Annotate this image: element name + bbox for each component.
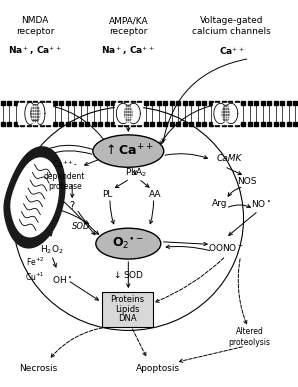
- Polygon shape: [222, 104, 230, 122]
- FancyBboxPatch shape: [102, 292, 153, 327]
- Text: PL: PL: [103, 190, 113, 199]
- Text: O$_2$$^{\bullet-}$: O$_2$$^{\bullet-}$: [112, 236, 145, 251]
- Polygon shape: [36, 103, 45, 125]
- Bar: [212, 103, 239, 124]
- Text: NMDA
receptor: NMDA receptor: [16, 16, 55, 36]
- Text: Arg: Arg: [212, 199, 228, 209]
- Text: $\uparrow$Ca$^{++}$: $\uparrow$Ca$^{++}$: [103, 144, 153, 159]
- Text: Apoptosis: Apoptosis: [136, 365, 180, 373]
- Text: Fe$^{+2}$
Cu$^{+1}$: Fe$^{+2}$ Cu$^{+1}$: [25, 256, 45, 283]
- Text: NOS: NOS: [237, 176, 256, 186]
- Text: AA: AA: [149, 190, 161, 199]
- Text: Proteins: Proteins: [111, 295, 145, 304]
- Text: AMPA/KA
receptor: AMPA/KA receptor: [108, 16, 148, 36]
- Polygon shape: [11, 158, 58, 237]
- Text: Ca$^{++}$: Ca$^{++}$: [219, 45, 245, 57]
- Text: Voltage-gated
calcium channels: Voltage-gated calcium channels: [192, 16, 271, 36]
- Text: $\downarrow$SOD: $\downarrow$SOD: [112, 269, 145, 280]
- Ellipse shape: [96, 228, 161, 259]
- Text: Na$^+$, Ca$^{++}$: Na$^+$, Ca$^{++}$: [8, 45, 62, 57]
- Ellipse shape: [93, 135, 164, 167]
- Text: Na$^+$, Ca$^{++}$: Na$^+$, Ca$^{++}$: [101, 45, 155, 57]
- Text: OONO$^-$: OONO$^-$: [208, 242, 244, 253]
- Polygon shape: [127, 103, 140, 124]
- Text: SOD: SOD: [72, 222, 90, 231]
- Polygon shape: [30, 104, 40, 123]
- Text: NO$^\bullet$: NO$^\bullet$: [251, 199, 271, 209]
- Polygon shape: [4, 147, 65, 248]
- Text: ?: ?: [70, 201, 75, 211]
- Text: Lipids: Lipids: [115, 305, 140, 314]
- Bar: [18, 103, 52, 124]
- Bar: [115, 103, 142, 124]
- Polygon shape: [25, 103, 35, 125]
- Polygon shape: [116, 103, 130, 124]
- Polygon shape: [224, 103, 238, 124]
- Text: PLA$_2$: PLA$_2$: [125, 166, 147, 178]
- Polygon shape: [214, 103, 227, 124]
- Text: CaMK: CaMK: [217, 154, 242, 163]
- Text: Ca$^{++}$-
dependent
protease: Ca$^{++}$- dependent protease: [44, 159, 86, 191]
- Text: H$_2$O$_2$: H$_2$O$_2$: [40, 243, 63, 256]
- Text: Necrosis: Necrosis: [19, 365, 57, 373]
- Text: OH$^\bullet$: OH$^\bullet$: [52, 274, 72, 284]
- Text: DNA: DNA: [118, 314, 137, 324]
- Polygon shape: [124, 104, 133, 122]
- Text: Altered
proteolysis: Altered proteolysis: [229, 327, 271, 347]
